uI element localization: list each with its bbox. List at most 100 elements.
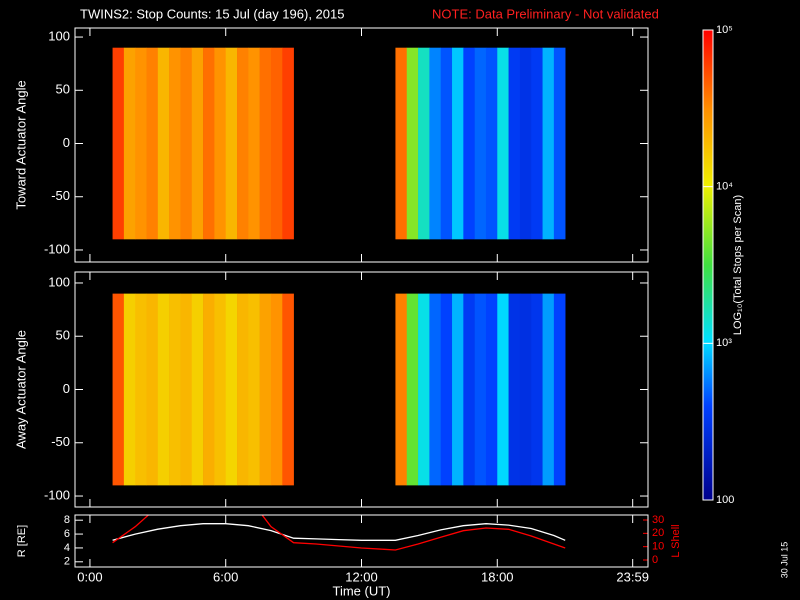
- heatmap-cell: [225, 293, 238, 486]
- heatmap-cell: [395, 293, 408, 486]
- heatmap-cell: [474, 47, 487, 240]
- heatmap-cell: [531, 293, 543, 486]
- y-tick-label: 6: [64, 528, 70, 540]
- heatmap-cell: [542, 47, 555, 240]
- chart-title: TWINS2: Stop Counts: 15 Jul (day 196), 2…: [80, 6, 344, 21]
- heatmap-cell: [508, 47, 521, 240]
- heatmap-cell: [440, 47, 453, 240]
- heatmap-cell: [270, 47, 283, 240]
- heatmap-cell: [203, 293, 215, 486]
- heatmap-cell: [531, 47, 543, 240]
- heatmap-cell: [123, 47, 136, 240]
- colorbar-tick-label: 100: [716, 494, 734, 506]
- y-tick-label: 8: [64, 514, 70, 526]
- note: NOTE: Data Preliminary - Not validated: [432, 6, 659, 21]
- y-tick-label: 2: [64, 556, 70, 568]
- heatmap-cell: [259, 293, 272, 486]
- heatmap-cell: [146, 47, 159, 240]
- heatmap-cell: [519, 293, 532, 486]
- heatmap-cell: [395, 47, 408, 240]
- colorbar-tick-label: 10⁴: [716, 181, 733, 193]
- colorbar: [702, 29, 714, 501]
- heatmap-cell: [406, 293, 419, 486]
- y-tick-label: 100: [48, 274, 70, 289]
- heatmap-cell: [225, 47, 238, 240]
- heatmap-cell: [474, 293, 487, 486]
- y-tick-label: 0: [63, 381, 70, 396]
- heatmap-cell: [180, 47, 193, 240]
- heatmap-cell: [191, 293, 204, 486]
- heatmap-cell: [406, 47, 419, 240]
- x-axis-label: Time (UT): [332, 583, 390, 598]
- x-tick-label: 12:00: [345, 569, 378, 584]
- y-tick-label: -50: [51, 434, 70, 449]
- heatmap-cell: [123, 293, 136, 486]
- x-tick-label: 0:00: [77, 569, 102, 584]
- y-tick-label: -100: [44, 487, 70, 502]
- heatmap-cell: [169, 293, 181, 486]
- y2-tick-label: 0: [652, 554, 658, 566]
- heatmap-cell: [259, 47, 272, 240]
- heatmap-cell: [270, 293, 283, 486]
- heatmap-cell: [497, 47, 509, 240]
- heatmap-cell: [553, 47, 566, 240]
- colorbar-label: LOG₁₀(Total Stops per Scan): [732, 195, 744, 335]
- heatmap-cell: [497, 293, 509, 486]
- heatmap-cell: [463, 293, 475, 486]
- heatmap-cell: [169, 47, 181, 240]
- heatmap-cell: [485, 47, 498, 240]
- colorbar-tick-label: 10⁵: [716, 24, 733, 36]
- colorbar-tick-label: 10³: [716, 337, 732, 349]
- heatmap-cell: [452, 47, 464, 240]
- plot-area: [112, 515, 566, 551]
- heatmap-cell: [508, 293, 521, 486]
- y-axis-label: Toward Actuator Angle: [13, 80, 28, 209]
- x-tick-label: 6:00: [213, 569, 238, 584]
- heatmap-cell: [214, 293, 227, 486]
- heatmap-cell: [463, 47, 475, 240]
- heatmap-cell: [452, 293, 464, 486]
- y2-axis-label: L Shell: [670, 524, 682, 557]
- heatmap-cell: [248, 293, 260, 486]
- heatmap-cell: [248, 47, 260, 240]
- y-tick-label: 0: [63, 135, 70, 150]
- y-axis-label: Away Actuator Angle: [13, 330, 28, 449]
- heatmap-cell: [180, 293, 193, 486]
- heatmap-cell: [282, 293, 294, 486]
- heatmap-cell: [429, 47, 442, 240]
- heatmap-cell: [203, 47, 215, 240]
- y2-tick-label: 20: [652, 527, 664, 539]
- series-line: [112, 523, 566, 541]
- y2-tick-label: 30: [652, 514, 664, 526]
- y-tick-label: -100: [44, 241, 70, 256]
- heatmap-cell: [214, 47, 227, 240]
- y-tick-label: 4: [64, 542, 70, 554]
- heatmap-cell: [418, 47, 430, 240]
- heatmap-cell: [146, 293, 159, 486]
- heatmap-cell: [157, 293, 170, 486]
- heatmap-cell: [237, 293, 249, 486]
- y-tick-label: 50: [56, 328, 70, 343]
- heatmap-cell: [135, 293, 147, 486]
- heatmap-cell: [542, 293, 555, 486]
- heatmap-cell: [282, 47, 294, 240]
- heatmap-cell: [191, 47, 204, 240]
- y-tick-label: 100: [48, 28, 70, 43]
- y-axis-label: R [RE]: [16, 525, 28, 557]
- heatmap-cell: [418, 293, 430, 486]
- heatmap-cell: [112, 293, 125, 486]
- heatmap-cell: [553, 293, 566, 486]
- date-stamp: 30 Jul 15: [779, 542, 789, 579]
- heatmap-cell: [440, 293, 453, 486]
- y-tick-label: -50: [51, 188, 70, 203]
- heatmap-cell: [519, 47, 532, 240]
- series-line: [112, 515, 566, 551]
- heatmap-cell: [112, 47, 125, 240]
- heatmap-cell: [135, 47, 147, 240]
- y-tick-label: 50: [56, 82, 70, 97]
- heatmap-cell: [485, 293, 498, 486]
- x-tick-label: 23:59: [616, 569, 649, 584]
- heatmap-cell: [237, 47, 249, 240]
- heatmap-cell: [157, 47, 170, 240]
